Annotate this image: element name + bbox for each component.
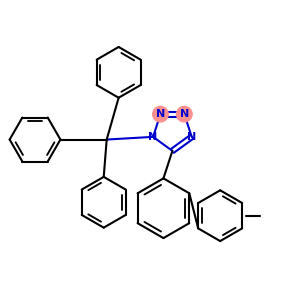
Text: N: N [148, 132, 158, 142]
Text: N: N [187, 132, 196, 142]
Text: N: N [156, 109, 165, 119]
Circle shape [153, 106, 168, 122]
Circle shape [177, 106, 192, 122]
Text: N: N [180, 109, 189, 119]
